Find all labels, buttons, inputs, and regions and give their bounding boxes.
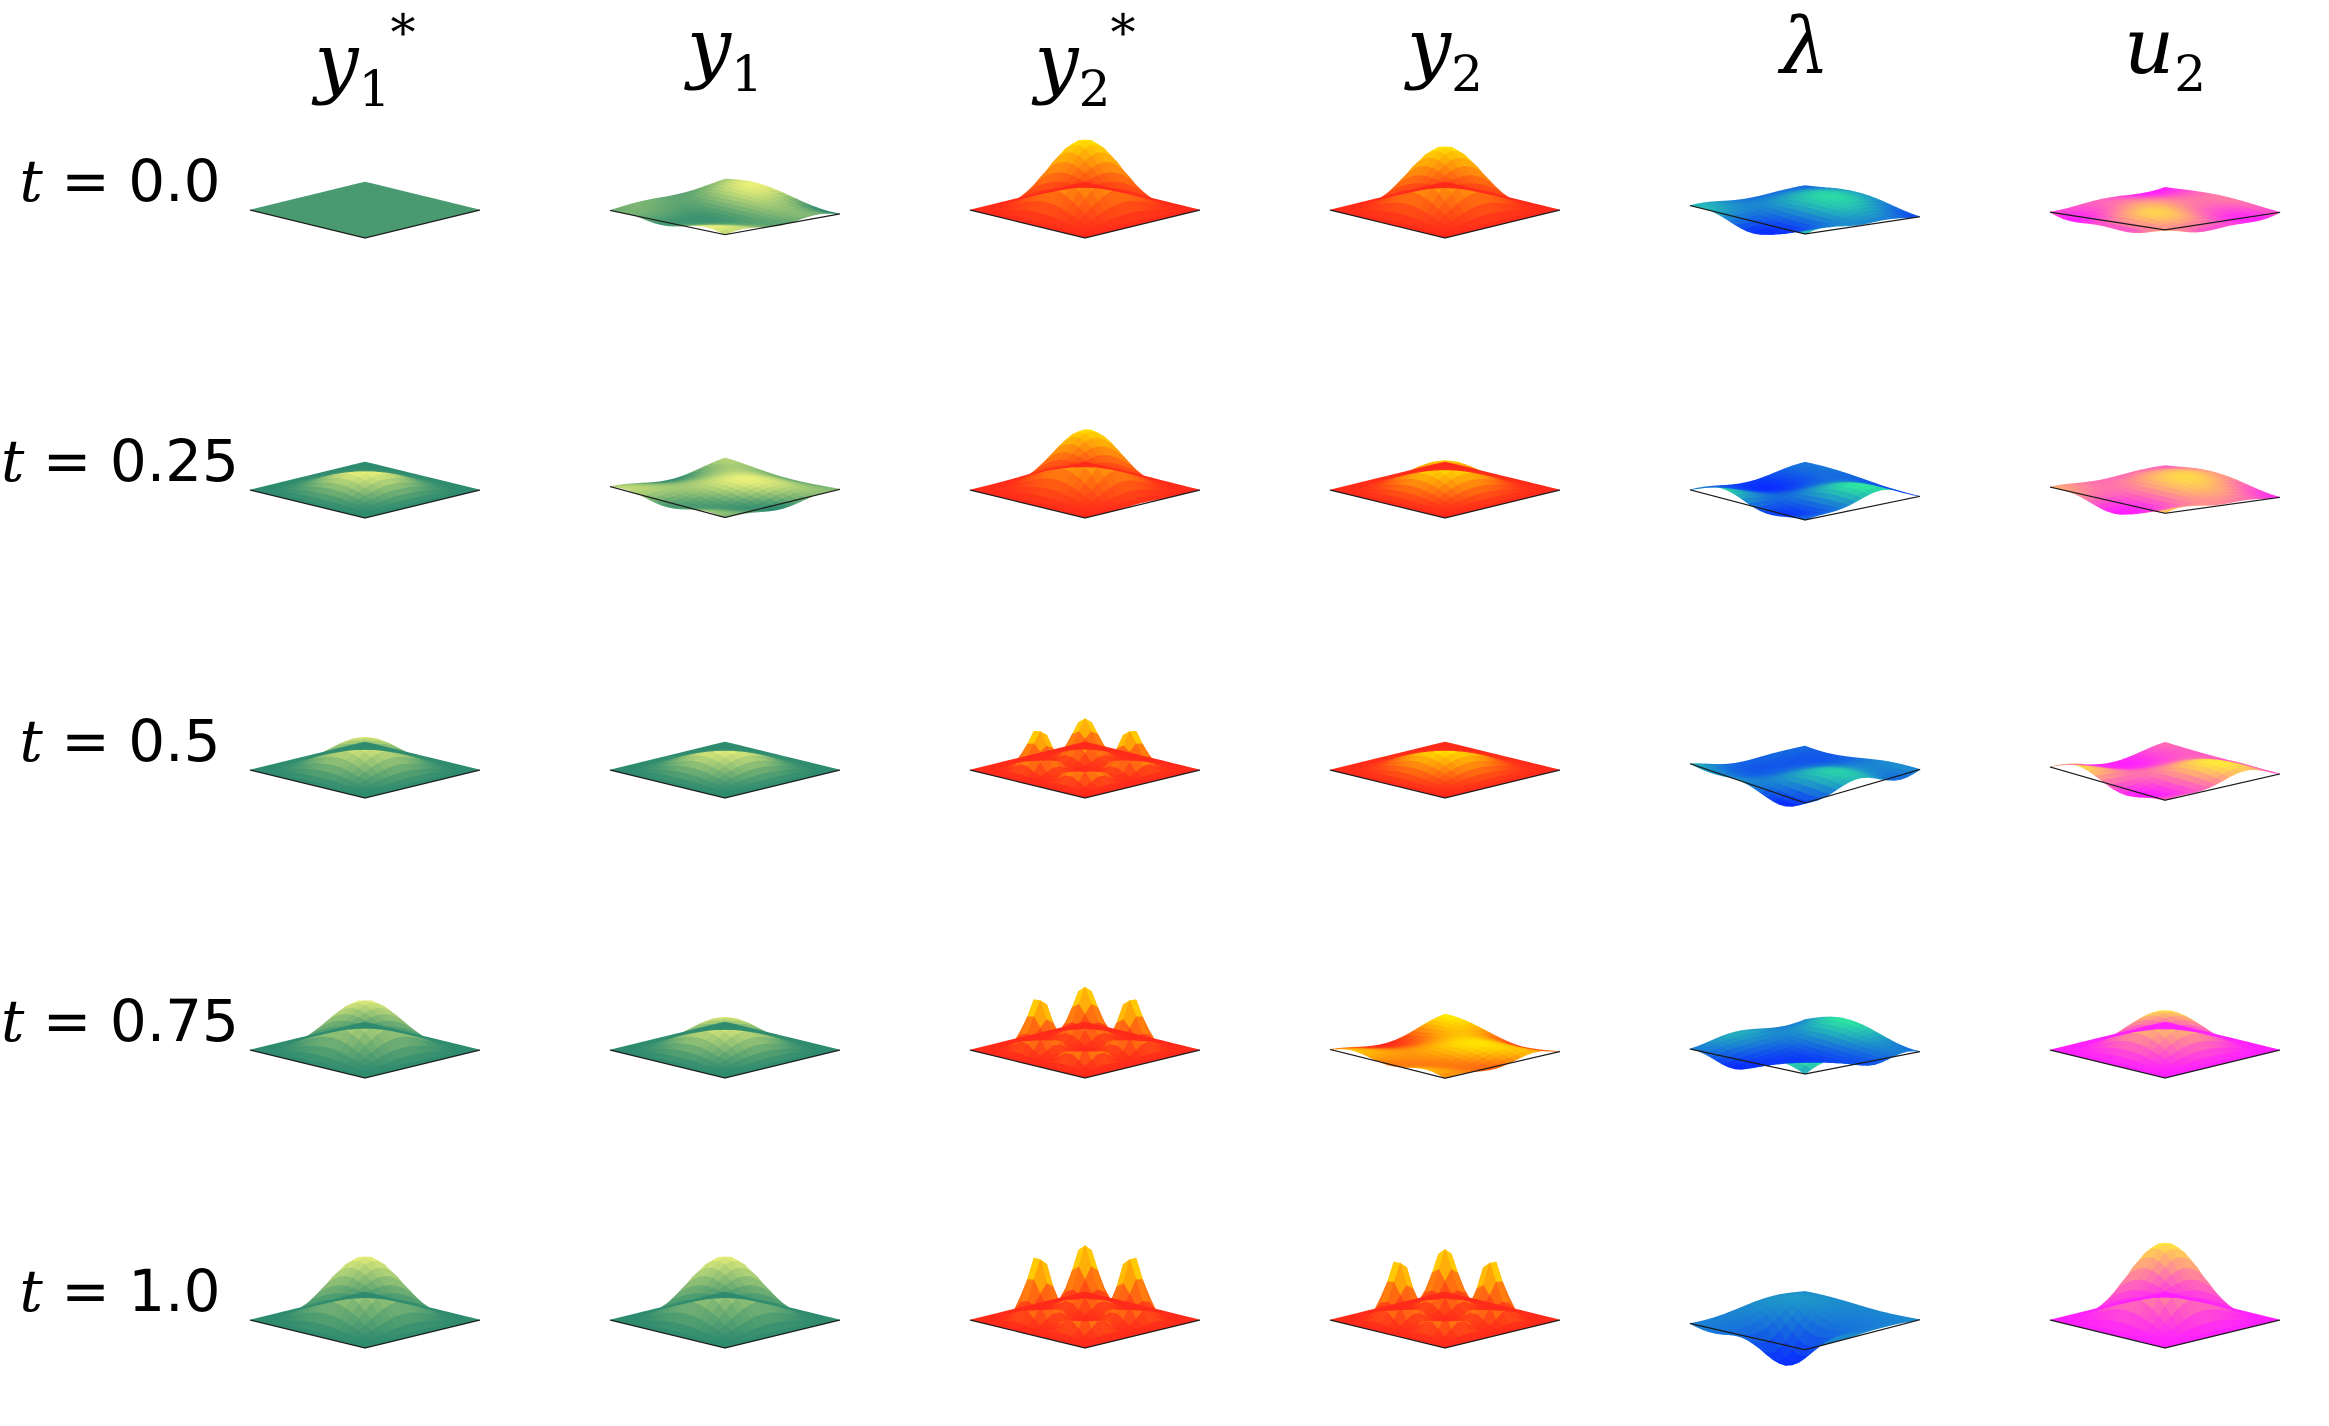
row-label-time: t = 0.5 xyxy=(0,712,240,770)
surface-patch xyxy=(1078,741,1092,746)
row-label-time: t = 0.75 xyxy=(0,992,240,1050)
surface-edge xyxy=(609,769,841,799)
time-variable: t xyxy=(19,1257,43,1325)
column-header-lambda: λ xyxy=(1625,8,1985,86)
surface-plot-y2star-row-1 xyxy=(935,350,1235,560)
column-header-subscript: 2 xyxy=(1078,60,1111,118)
surface-svg xyxy=(249,461,481,519)
surface-plot-y1star-row-1 xyxy=(215,350,515,560)
time-value: = 1.0 xyxy=(42,1257,221,1325)
surface-svg xyxy=(249,736,481,799)
surface-svg xyxy=(609,741,841,799)
surface-plot-y1-row-2 xyxy=(575,630,875,840)
surface-patch xyxy=(718,741,732,746)
surface-plot-lambda-row-0 xyxy=(1655,70,1955,280)
surface-svg xyxy=(1689,185,1921,235)
surface-svg xyxy=(969,139,1201,239)
time-value: = 0.0 xyxy=(42,147,221,215)
time-value: = 0.25 xyxy=(24,427,239,495)
surface-patch xyxy=(1078,461,1092,466)
column-header-symbol: y xyxy=(1034,17,1079,107)
surface-patch xyxy=(1438,181,1452,186)
column-header-symbol: u xyxy=(2123,2,2175,92)
surface-svg xyxy=(1329,146,1561,239)
surface-patch xyxy=(1798,461,1812,466)
surface-edge xyxy=(969,209,1201,239)
surface-edge xyxy=(249,209,481,239)
surface-svg xyxy=(969,718,1201,799)
surface-plot-u2-row-0 xyxy=(2015,70,2315,280)
column-header-symbol: y xyxy=(687,2,732,92)
surface-edge xyxy=(2049,486,2281,514)
row-label-time: t = 1.0 xyxy=(0,1262,240,1320)
surface-edge xyxy=(1329,209,1561,239)
surface-plot-y1-row-1 xyxy=(575,350,875,560)
surface-plot-y1star-row-2 xyxy=(215,630,515,840)
column-header-y1star: y1* xyxy=(185,8,545,114)
surface-plot-y2star-row-2 xyxy=(935,630,1235,840)
surface-edge xyxy=(609,209,841,236)
time-variable: t xyxy=(19,707,43,775)
surface-svg xyxy=(2049,465,2281,515)
surface-plot-y2-row-2 xyxy=(1295,630,1595,840)
surface-plot-y2-row-1 xyxy=(1295,350,1595,560)
surface-patch xyxy=(1078,181,1092,186)
surface-plot-lambda-row-1 xyxy=(1655,350,1955,560)
time-variable: t xyxy=(1,987,25,1055)
surface-svg xyxy=(969,429,1201,519)
column-header-symbol: y xyxy=(314,17,359,107)
surface-edge xyxy=(969,769,1201,799)
surface-patch xyxy=(358,461,372,466)
surface-plot-y1-row-0 xyxy=(575,70,875,280)
column-header-symbol: y xyxy=(1407,2,1452,92)
surface-svg xyxy=(1329,460,1561,519)
column-header-subscript: 1 xyxy=(358,60,391,118)
column-header-symbol: λ xyxy=(1780,2,1830,92)
column-header-superscript: * xyxy=(390,4,416,62)
column-header-u2: u2 xyxy=(1985,8,2329,99)
surface-svg xyxy=(249,181,481,239)
column-header-superscript: * xyxy=(1110,4,1136,62)
surface-svg xyxy=(609,457,841,519)
time-value: = 0.5 xyxy=(42,707,221,775)
surface-edge xyxy=(609,486,841,519)
surface-svg xyxy=(609,178,841,236)
surface-edge xyxy=(1689,489,1921,521)
surface-patch xyxy=(1798,185,1812,188)
row-label-time: t = 0.25 xyxy=(0,432,240,490)
column-header-subscript: 2 xyxy=(2174,45,2207,103)
surface-patch xyxy=(1438,461,1452,466)
surface-edge xyxy=(249,769,481,799)
surface-svg xyxy=(1329,741,1561,799)
surface-patch xyxy=(718,178,732,182)
column-header-y2: y2 xyxy=(1265,8,1625,99)
surface-edge xyxy=(1689,205,1921,235)
surface-edge xyxy=(1329,489,1561,519)
surface-plot-y1star-row-0 xyxy=(215,70,515,280)
surface-edge xyxy=(2049,211,2281,231)
surface-plot-y2star-row-0 xyxy=(935,70,1235,280)
column-header-subscript: 2 xyxy=(1451,45,1483,103)
surface-edge xyxy=(969,489,1201,519)
row-label-time: t = 0.0 xyxy=(0,152,240,210)
surface-plot-u2-row-1 xyxy=(2015,350,2315,560)
column-header-subscript: 1 xyxy=(731,45,763,103)
surface-patch xyxy=(717,457,733,463)
surface-patch xyxy=(358,741,372,746)
surface-plot-y2-row-0 xyxy=(1295,70,1595,280)
surface-svg xyxy=(1689,461,1921,521)
column-header-y2star: y2* xyxy=(905,8,1265,114)
surface-patch xyxy=(358,181,372,186)
surface-edge xyxy=(249,489,481,519)
column-header-y1: y1 xyxy=(545,8,905,99)
time-variable: t xyxy=(1,427,25,495)
surface-svg xyxy=(2049,186,2281,234)
surface-patch xyxy=(2158,465,2172,468)
surface-patch xyxy=(2158,186,2172,191)
time-variable: t xyxy=(19,147,43,215)
time-value: = 0.75 xyxy=(24,987,239,1055)
